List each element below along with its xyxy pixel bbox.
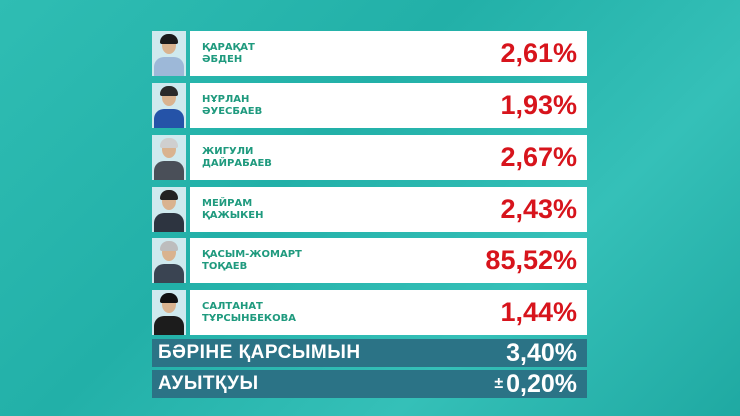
candidate-name: ЖИГУЛИ ДАЙРАБАЕВ	[202, 146, 272, 170]
candidate-first-name: САЛТАНАТ	[202, 300, 263, 312]
candidate-last-name: ТОҚАЕВ	[202, 260, 248, 272]
candidate-name: ҚАСЫМ-ЖОМАРТ ТОҚАЕВ	[202, 249, 302, 273]
candidate-percent: 2,61%	[500, 38, 577, 68]
candidate-percent: 85,52%	[485, 245, 577, 275]
candidate-last-name: ҚАЖЫКЕН	[202, 209, 264, 221]
candidate-photo	[152, 31, 186, 76]
candidate-name: МЕЙРАМ ҚАЖЫКЕН	[202, 198, 263, 222]
candidate-percent: 1,44%	[500, 297, 577, 327]
candidate-percent: 2,67%	[500, 142, 577, 172]
candidate-row: ҚАСЫМ-ЖОМАРТ ТОҚАЕВ 85,52%	[152, 238, 587, 283]
candidate-card: ҚАСЫМ-ЖОМАРТ ТОҚАЕВ 85,52%	[190, 238, 587, 283]
candidate-card: НҰРЛАН ӘУЕСБАЕВ 1,93%	[190, 83, 587, 128]
candidate-photo	[152, 83, 186, 128]
candidate-first-name: ЖИГУЛИ	[202, 145, 254, 157]
candidate-row: САЛТАНАТ ТҰРСЫНБЕКОВА 1,44%	[152, 290, 587, 335]
candidate-first-name: НҰРЛАН	[202, 93, 250, 105]
candidate-card: ҚАРАҚАТ ӘБДЕН 2,61%	[190, 31, 587, 76]
margin-value: 0,20%	[506, 369, 577, 398]
candidate-row: МЕЙРАМ ҚАЖЫКЕН 2,43%	[152, 187, 587, 232]
candidate-photo	[152, 135, 186, 180]
candidate-row: НҰРЛАН ӘУЕСБАЕВ 1,93%	[152, 83, 587, 128]
margin-value-wrap: ±0,20%	[494, 370, 577, 399]
candidate-name: НҰРЛАН ӘУЕСБАЕВ	[202, 94, 262, 118]
candidate-first-name: ҚАРАҚАТ	[202, 41, 255, 53]
candidate-row: ҚАРАҚАТ ӘБДЕН 2,61%	[152, 31, 587, 76]
candidate-photo	[152, 187, 186, 232]
candidate-name: ҚАРАҚАТ ӘБДЕН	[202, 42, 255, 66]
candidate-last-name: ДАЙРАБАЕВ	[202, 157, 272, 169]
plus-minus-sign: ±	[494, 374, 504, 392]
margin-bar: АУЫТҚУЫ ±0,20%	[152, 370, 587, 398]
candidate-card: САЛТАНАТ ТҰРСЫНБЕКОВА 1,44%	[190, 290, 587, 335]
candidate-name: САЛТАНАТ ТҰРСЫНБЕКОВА	[202, 301, 296, 325]
candidate-last-name: ӘУЕСБАЕВ	[202, 105, 263, 117]
candidate-photo	[152, 238, 186, 283]
against-all-bar: БӘРІНЕ ҚАРСЫМЫН 3,40%	[152, 339, 587, 367]
against-all-label: БӘРІНЕ ҚАРСЫМЫН	[158, 342, 361, 363]
candidate-photo	[152, 290, 186, 335]
candidate-row: ЖИГУЛИ ДАЙРАБАЕВ 2,67%	[152, 135, 587, 180]
candidate-percent: 1,93%	[500, 90, 577, 120]
candidate-first-name: ҚАСЫМ-ЖОМАРТ	[202, 248, 302, 260]
candidate-card: ЖИГУЛИ ДАЙРАБАЕВ 2,67%	[190, 135, 587, 180]
candidate-first-name: МЕЙРАМ	[202, 197, 253, 209]
candidate-last-name: ӘБДЕН	[202, 53, 243, 65]
candidate-card: МЕЙРАМ ҚАЖЫКЕН 2,43%	[190, 187, 587, 232]
candidate-percent: 2,43%	[500, 194, 577, 224]
against-all-value: 3,40%	[506, 338, 577, 367]
candidate-last-name: ТҰРСЫНБЕКОВА	[202, 312, 296, 324]
margin-label: АУЫТҚУЫ	[158, 373, 259, 394]
